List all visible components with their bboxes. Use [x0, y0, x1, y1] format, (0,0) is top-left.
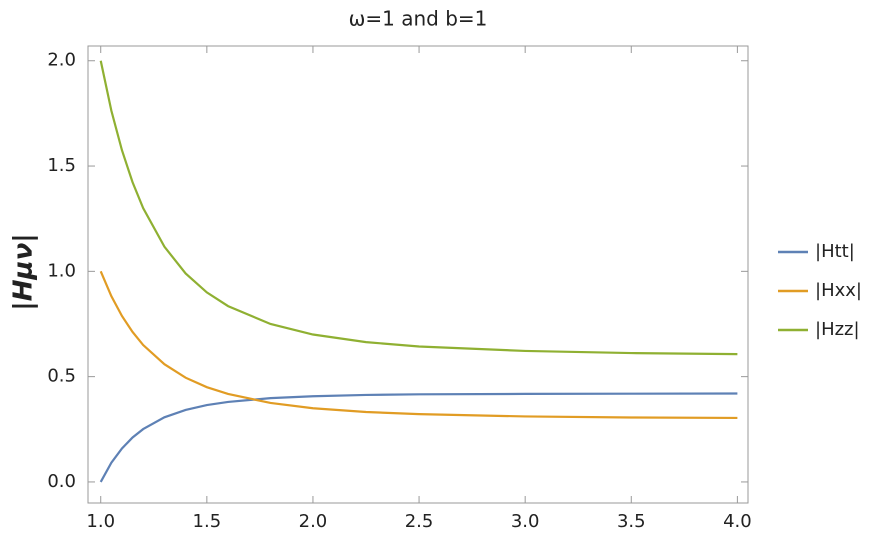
series-line	[99, 392, 738, 483]
y-tick-label: 0.0	[47, 471, 76, 492]
x-tick-label: 3.0	[511, 511, 540, 532]
x-tick-label: 4.0	[723, 511, 752, 532]
x-tick-label: 3.5	[617, 511, 646, 532]
series-line	[99, 60, 738, 356]
y-tick-label: 1.5	[47, 155, 76, 176]
legend-label: |Hxx|	[815, 280, 862, 301]
y-tick-label: 1.0	[47, 260, 76, 281]
plot-frame	[87, 45, 749, 504]
y-axis-title: |Hμν|	[9, 233, 39, 311]
x-tick-label: 1.0	[86, 511, 115, 532]
series-line	[99, 270, 738, 420]
y-tick-label: 0.5	[47, 366, 76, 387]
x-tick-label: 2.5	[405, 511, 434, 532]
y-tick-label: 2.0	[47, 50, 76, 71]
legend-label: |Htt|	[815, 241, 855, 262]
x-tick-label: 2.0	[299, 511, 328, 532]
chart-title: ω=1 and b=1	[349, 7, 488, 31]
x-tick-label: 1.5	[193, 511, 222, 532]
legend-label: |Hzz|	[815, 319, 860, 340]
